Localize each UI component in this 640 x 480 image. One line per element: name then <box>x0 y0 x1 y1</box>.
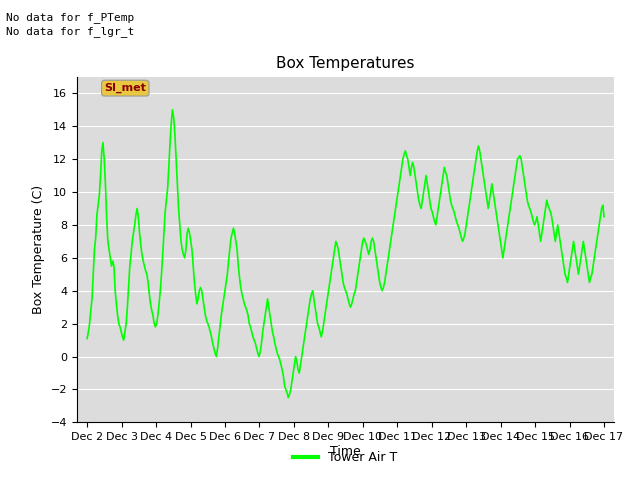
Y-axis label: Box Temperature (C): Box Temperature (C) <box>32 185 45 314</box>
Text: No data for f_PTemp: No data for f_PTemp <box>6 12 134 23</box>
Legend: Tower Air T: Tower Air T <box>289 446 403 469</box>
Text: No data for f_lgr_t: No data for f_lgr_t <box>6 26 134 37</box>
Title: Box Temperatures: Box Temperatures <box>276 57 415 72</box>
Text: SI_met: SI_met <box>104 83 147 93</box>
X-axis label: Time: Time <box>330 445 361 458</box>
